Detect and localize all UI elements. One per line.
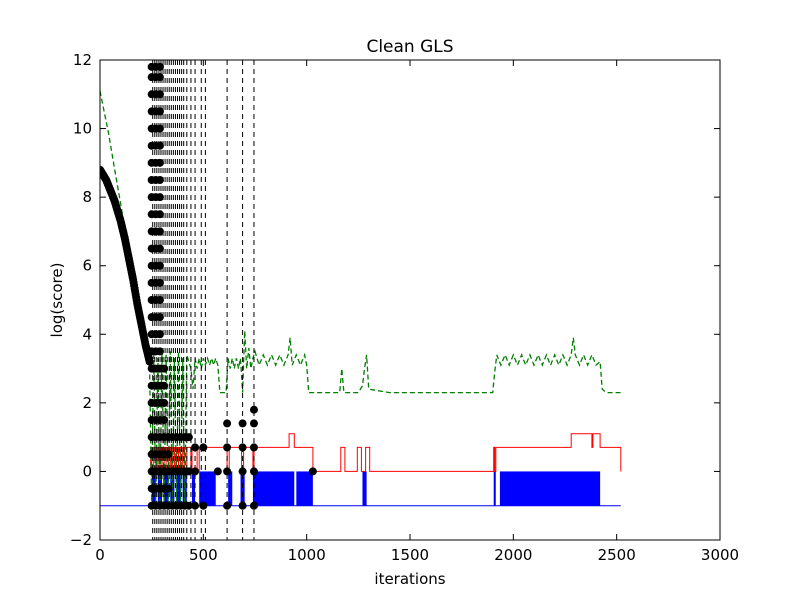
column-marker-13-3 — [223, 419, 232, 428]
x-tick-label-3: 1500 — [391, 546, 429, 564]
column-marker-15-3 — [249, 419, 258, 428]
column-marker-13-0 — [223, 501, 232, 510]
y-tick-label-5: 8 — [82, 188, 92, 206]
column-marker-15-0 — [249, 501, 258, 510]
column-marker-2-11 — [155, 313, 164, 322]
column-marker-2-19 — [155, 176, 164, 184]
blue-fill-bar-6 — [191, 471, 196, 506]
curve-marker-fill-23-3 — [145, 355, 154, 364]
axes-frame — [99, 59, 721, 541]
column-marker-4-1 — [164, 484, 173, 493]
column-marker-15-2 — [249, 443, 258, 452]
column-marker-2-17 — [155, 210, 164, 219]
column-marker-2-13 — [155, 278, 164, 287]
blue-fill-bar-10 — [252, 471, 295, 506]
column-marker-2-14 — [155, 261, 164, 270]
column-marker-9-1 — [184, 467, 193, 476]
column-marker-14-0 — [238, 501, 247, 510]
y-tick-label-6: 10 — [73, 120, 92, 138]
column-marker-11-1 — [199, 443, 208, 452]
y-axis-label: log(score) — [48, 263, 66, 338]
x-tick-label-1: 500 — [189, 546, 218, 564]
column-marker-11-0 — [199, 501, 208, 510]
column-marker-13-2 — [223, 443, 232, 452]
y-tick-label-3: 4 — [82, 325, 92, 343]
column-marker-9-0 — [184, 501, 193, 510]
column-marker-2-16 — [155, 227, 164, 236]
curve-marker-fill-16-3 — [130, 284, 139, 293]
column-marker-9-2 — [184, 433, 193, 442]
column-marker-2-26 — [155, 62, 164, 71]
y-tick-label-0: −2 — [70, 531, 92, 549]
column-marker-10-0 — [191, 501, 200, 510]
column-marker-3-7 — [160, 381, 169, 390]
column-marker-2-9 — [155, 347, 164, 356]
chart-title: Clean GLS — [366, 37, 453, 57]
x-tick-label-6: 3000 — [701, 546, 739, 564]
column-marker-14-3 — [238, 419, 247, 428]
column-marker-2-24 — [155, 90, 164, 99]
column-marker-2-20 — [155, 158, 164, 167]
column-marker-2-15 — [155, 244, 164, 253]
column-marker-2-22 — [155, 124, 164, 133]
column-marker-3-6 — [160, 398, 169, 407]
blue-fill-bar-4 — [176, 471, 181, 506]
column-marker-10-2 — [191, 443, 200, 452]
column-marker-3-5 — [160, 416, 169, 424]
y-tick-label-1: 0 — [82, 462, 92, 480]
column-marker-16-0 — [308, 467, 317, 476]
column-marker-14-2 — [238, 443, 247, 452]
blue-fill-bar-11 — [296, 471, 313, 506]
y-tick-label-4: 6 — [82, 257, 92, 275]
column-marker-4-3 — [164, 450, 173, 459]
blue-fill-bar-12 — [362, 471, 367, 506]
column-marker-2-23 — [155, 107, 164, 116]
column-marker-15-1 — [249, 467, 258, 476]
column-marker-10-1 — [191, 467, 200, 476]
column-marker-15-4 — [249, 405, 258, 414]
x-tick-label-5: 2500 — [598, 546, 636, 564]
blue-fill-bar-7 — [199, 471, 216, 506]
blue-fill-bar-13 — [493, 471, 496, 506]
plot-area — [100, 60, 622, 540]
column-marker-14-1 — [238, 467, 247, 476]
x-tick-label-0: 0 — [95, 546, 105, 564]
y-tick-label-2: 2 — [82, 394, 92, 412]
column-marker-2-25 — [155, 73, 164, 82]
blue-fill-bar-14 — [499, 471, 601, 506]
y-tick-label-7: 12 — [73, 51, 92, 69]
column-marker-2-10 — [155, 330, 164, 339]
column-marker-2-21 — [155, 141, 164, 150]
x-tick-label-4: 2000 — [494, 546, 532, 564]
column-marker-2-18 — [155, 193, 164, 202]
x-axis-label: iterations — [374, 570, 445, 588]
blue-fill-bar-9 — [240, 471, 245, 506]
x-tick-label-2: 1000 — [288, 546, 326, 564]
blue-fill-bar-8 — [228, 471, 233, 506]
column-marker-12-0 — [213, 467, 222, 476]
column-marker-2-12 — [155, 296, 164, 304]
column-marker-3-8 — [160, 364, 169, 373]
series-green-dashed-line — [100, 90, 621, 506]
column-marker-13-1 — [223, 467, 232, 476]
